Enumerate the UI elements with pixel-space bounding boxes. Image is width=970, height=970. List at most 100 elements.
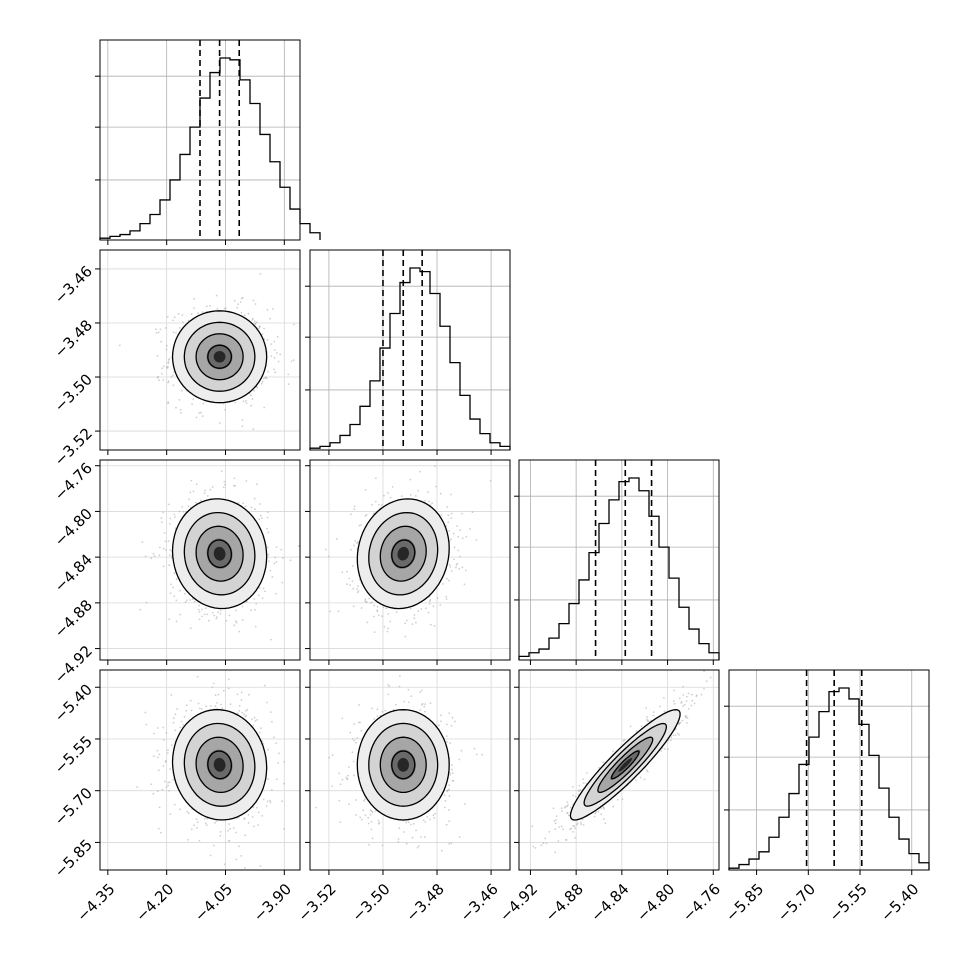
- sample-point: [407, 821, 410, 824]
- sample-point: [197, 608, 200, 611]
- sample-point: [273, 356, 276, 359]
- sample-point: [167, 784, 170, 787]
- sample-point: [159, 831, 162, 834]
- panel-frame-4: [309, 669, 511, 871]
- sample-point: [415, 621, 417, 624]
- sample-point: [225, 619, 228, 622]
- sample-point: [172, 319, 175, 322]
- sample-point: [254, 303, 257, 305]
- sample-point: [158, 806, 161, 809]
- sample-point: [456, 525, 458, 527]
- sample-point: [172, 384, 175, 387]
- sample-point: [315, 806, 318, 809]
- sample-point: [471, 511, 474, 514]
- sample-point: [579, 821, 582, 824]
- sample-point: [374, 500, 377, 503]
- sample-point: [217, 611, 220, 614]
- sample-point: [388, 685, 391, 688]
- sample-point: [460, 749, 463, 752]
- contour-0-2: [195, 333, 244, 381]
- sample-point: [376, 708, 379, 711]
- sample-point: [387, 627, 389, 630]
- sample-point: [368, 843, 370, 846]
- contour-4-2: [379, 736, 427, 794]
- sample-point: [255, 321, 258, 323]
- sample-point: [236, 712, 239, 715]
- sample-point: [161, 788, 164, 791]
- sample-point: [236, 693, 239, 696]
- sample-point: [424, 710, 426, 713]
- sample-point: [369, 813, 372, 816]
- sample-point: [260, 727, 262, 729]
- sample-point: [461, 512, 463, 515]
- sample-point: [451, 768, 453, 771]
- sample-point: [455, 564, 458, 566]
- sample-point: [168, 781, 171, 783]
- sample-point: [458, 836, 461, 838]
- sample-point: [247, 693, 250, 696]
- sample-point: [175, 599, 178, 602]
- sample-point: [196, 821, 199, 824]
- sample-point: [200, 708, 203, 710]
- sample-point: [158, 379, 160, 382]
- sample-point: [351, 751, 354, 754]
- sample-point: [158, 546, 161, 549]
- hist-frame-3: [728, 669, 930, 871]
- sample-point: [261, 517, 263, 520]
- sample-point: [253, 598, 256, 600]
- sample-point: [235, 858, 238, 861]
- sample-point: [398, 685, 401, 688]
- sample-point: [269, 569, 272, 572]
- sample-point: [389, 496, 392, 499]
- sample-point: [356, 737, 358, 739]
- sample-point: [289, 559, 292, 562]
- sample-point: [164, 549, 167, 551]
- sample-point: [167, 749, 169, 752]
- sample-point: [461, 537, 464, 540]
- sample-point: [274, 371, 277, 374]
- sample-point: [175, 332, 177, 334]
- sample-point: [281, 800, 284, 803]
- sample-point: [357, 721, 360, 724]
- sample-point: [202, 402, 205, 405]
- sample-point: [150, 557, 153, 560]
- sample-point: [235, 621, 238, 624]
- sample-point: [448, 563, 451, 566]
- sample-point: [136, 786, 139, 788]
- sample-point: [201, 311, 204, 314]
- sample-point: [445, 598, 448, 600]
- sample-point: [255, 483, 258, 486]
- sample-point: [685, 700, 688, 702]
- sample-point: [247, 822, 250, 824]
- contour-3-2: [195, 736, 244, 794]
- sample-point: [346, 570, 348, 573]
- sample-point: [164, 327, 167, 329]
- sample-point: [222, 486, 225, 489]
- sample-point: [353, 774, 355, 777]
- sample-point: [168, 554, 171, 556]
- sample-point: [386, 630, 389, 633]
- sample-point: [241, 619, 244, 621]
- sample-point: [413, 617, 416, 620]
- sample-point: [682, 705, 685, 708]
- sample-point: [155, 332, 158, 334]
- sample-point: [281, 581, 284, 584]
- sample-point: [382, 606, 385, 609]
- contour-4-3: [391, 750, 416, 780]
- sample-point: [169, 768, 171, 770]
- sample-point: [189, 599, 192, 601]
- sample-point: [254, 625, 257, 628]
- sample-point: [157, 769, 160, 772]
- sample-point: [179, 408, 182, 411]
- panel-frame-0: [99, 249, 301, 451]
- sample-point: [341, 571, 344, 574]
- sample-point: [280, 548, 283, 551]
- density-level-3-4: [213, 757, 226, 772]
- sample-point: [445, 524, 448, 527]
- sample-point: [384, 709, 387, 712]
- sample-point: [348, 577, 351, 580]
- sample-point: [257, 811, 260, 814]
- sample-point: [331, 785, 334, 787]
- sample-point: [176, 708, 179, 710]
